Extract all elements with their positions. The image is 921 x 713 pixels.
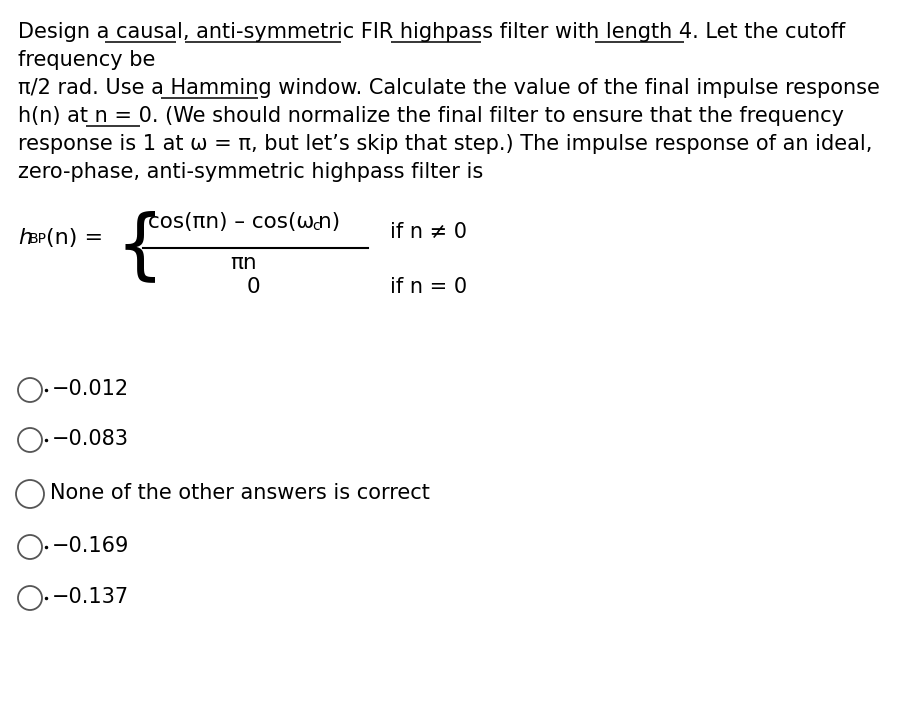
- Text: Design a causal, anti-symmetric FIR highpass filter with length 4. Let the cutof: Design a causal, anti-symmetric FIR high…: [18, 22, 845, 42]
- Text: h(n) at n = 0. (We should normalize the final filter to ensure that the frequenc: h(n) at n = 0. (We should normalize the …: [18, 106, 844, 126]
- Text: −0.137: −0.137: [52, 587, 129, 607]
- Text: 0: 0: [247, 277, 261, 297]
- Text: −0.169: −0.169: [52, 536, 129, 556]
- Text: cos(πn) – cos(ω: cos(πn) – cos(ω: [148, 212, 314, 232]
- Text: response is 1 at ω = π, but let’s skip that step.) The impulse response of an id: response is 1 at ω = π, but let’s skip t…: [18, 134, 872, 154]
- Text: if n ≠ 0: if n ≠ 0: [390, 222, 467, 242]
- Text: π/2 rad. Use a Hamming window. Calculate the value of the final impulse response: π/2 rad. Use a Hamming window. Calculate…: [18, 78, 880, 98]
- Text: {: {: [115, 210, 164, 284]
- Text: (n) =: (n) =: [46, 228, 103, 248]
- Text: c: c: [312, 219, 320, 233]
- Text: frequency be: frequency be: [18, 50, 156, 70]
- Text: −0.083: −0.083: [52, 429, 129, 449]
- Text: if n = 0: if n = 0: [390, 277, 467, 297]
- Text: None of the other answers is correct: None of the other answers is correct: [50, 483, 430, 503]
- Text: −0.012: −0.012: [52, 379, 129, 399]
- Text: h: h: [18, 228, 32, 248]
- Text: n): n): [318, 212, 340, 232]
- Text: πn: πn: [230, 253, 257, 273]
- Text: BP: BP: [29, 232, 46, 246]
- Text: zero-phase, anti-symmetric highpass filter is: zero-phase, anti-symmetric highpass filt…: [18, 162, 484, 182]
